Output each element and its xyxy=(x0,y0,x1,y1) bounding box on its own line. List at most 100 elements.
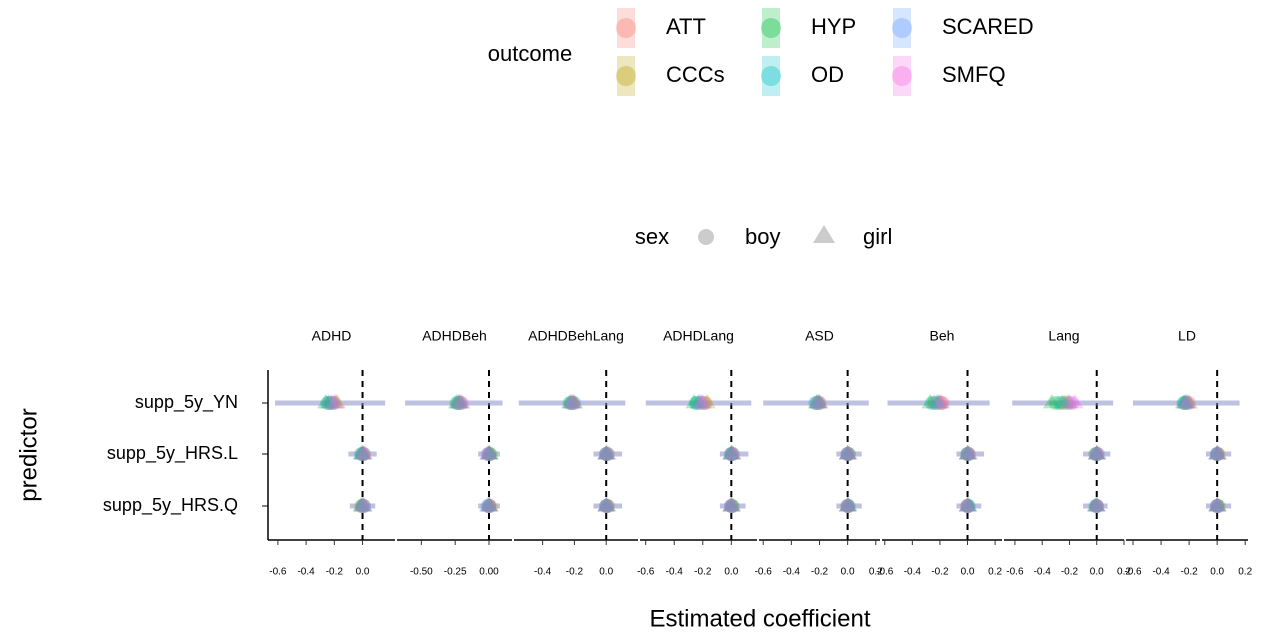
point xyxy=(451,394,470,409)
point xyxy=(958,445,977,460)
point xyxy=(567,396,582,410)
point xyxy=(689,394,708,409)
point xyxy=(452,396,467,410)
point xyxy=(697,396,712,410)
point xyxy=(958,497,977,512)
point xyxy=(322,394,341,409)
point xyxy=(355,499,370,513)
point xyxy=(480,445,498,460)
point xyxy=(1177,396,1192,410)
point xyxy=(724,499,739,513)
legend-label: SCARED xyxy=(942,14,1034,39)
point xyxy=(1179,396,1194,410)
point xyxy=(597,497,616,512)
point xyxy=(724,499,739,513)
point xyxy=(1062,396,1077,410)
x-tick-label: -0.2 xyxy=(694,567,712,578)
point xyxy=(482,499,496,513)
point xyxy=(599,447,614,461)
point xyxy=(1091,447,1106,461)
point xyxy=(960,499,975,513)
point xyxy=(597,497,616,512)
point xyxy=(564,396,579,410)
point xyxy=(565,396,580,410)
legend-key xyxy=(617,56,635,96)
point xyxy=(599,499,614,513)
point xyxy=(1174,394,1193,409)
point xyxy=(724,447,739,461)
point xyxy=(354,499,369,513)
point xyxy=(447,394,466,409)
point xyxy=(691,394,709,409)
point xyxy=(352,445,370,460)
point xyxy=(482,447,496,461)
point xyxy=(327,396,342,410)
point xyxy=(840,499,855,513)
x-tick-label: 0.0 xyxy=(356,567,370,578)
point xyxy=(725,499,740,513)
point xyxy=(1177,394,1196,409)
point xyxy=(838,497,857,512)
point xyxy=(722,445,741,460)
point xyxy=(599,447,614,461)
x-tick-label: 0.2 xyxy=(1117,567,1131,578)
point xyxy=(1209,497,1228,512)
point xyxy=(480,497,498,512)
point xyxy=(960,497,978,512)
point xyxy=(453,394,471,409)
y-tick-label: supp_5y_HRS.L xyxy=(107,443,238,464)
point xyxy=(355,445,373,460)
point xyxy=(1087,445,1106,460)
point xyxy=(958,445,977,460)
point xyxy=(1208,445,1226,460)
point xyxy=(838,497,857,512)
x-tick-label: -0.2 xyxy=(931,567,949,578)
point xyxy=(931,394,949,409)
point xyxy=(838,497,857,512)
point xyxy=(1042,394,1061,409)
point xyxy=(328,394,346,409)
point xyxy=(599,499,614,513)
point xyxy=(724,499,739,513)
point xyxy=(1177,394,1196,409)
point xyxy=(1048,396,1063,410)
point xyxy=(838,445,857,460)
point xyxy=(810,394,829,409)
point xyxy=(355,447,370,461)
x-tick-label: -0.6 xyxy=(1006,567,1024,578)
point xyxy=(840,499,855,513)
point xyxy=(450,394,469,409)
point xyxy=(356,447,371,461)
x-tick-label: 0.0 xyxy=(724,567,738,578)
point xyxy=(724,447,739,461)
point xyxy=(1210,499,1225,513)
point xyxy=(960,445,978,460)
point xyxy=(354,447,369,461)
x-tick-label: 0.2 xyxy=(988,567,1002,578)
point xyxy=(1180,394,1198,409)
point xyxy=(562,394,581,409)
point xyxy=(1055,396,1070,410)
point xyxy=(809,396,824,410)
point xyxy=(838,445,857,460)
point xyxy=(722,497,741,512)
point xyxy=(838,497,857,512)
x-tick-label: -0.6 xyxy=(269,567,287,578)
point xyxy=(1065,396,1080,410)
point xyxy=(722,497,741,512)
point xyxy=(1056,394,1075,409)
point xyxy=(597,445,616,460)
y-tick-label: supp_5y_HRS.Q xyxy=(103,495,238,516)
point xyxy=(1208,497,1226,512)
point xyxy=(480,447,495,461)
point xyxy=(960,447,975,461)
point xyxy=(356,499,371,513)
facet-title: Lang xyxy=(1048,328,1079,344)
point xyxy=(1210,447,1225,461)
point xyxy=(1087,445,1106,460)
point xyxy=(1208,497,1226,512)
legend-title: sex xyxy=(635,224,669,249)
point xyxy=(482,447,496,461)
point xyxy=(562,394,581,409)
point xyxy=(600,499,615,513)
